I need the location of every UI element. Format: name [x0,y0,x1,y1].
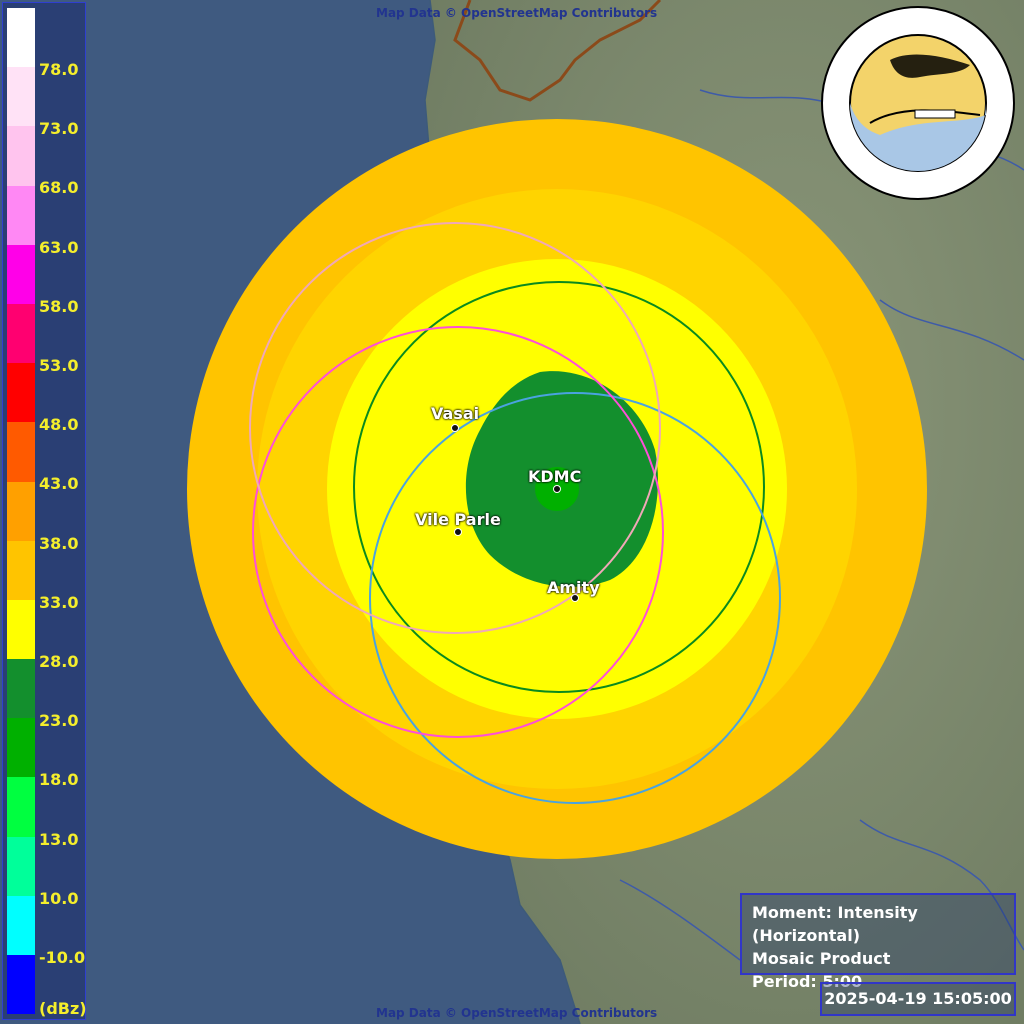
river [879,299,1024,361]
site-marker-amity [571,594,579,602]
legend-color-bar [7,8,35,1015]
legend-swatch [7,67,35,127]
legend-tick-label: 58.0 [39,296,79,316]
site-label-amity: Amity [547,578,600,597]
site-marker-vasai [451,424,459,432]
legend-swatch [7,303,35,364]
legend-swatch [7,8,35,68]
legend-swatch [7,955,35,1015]
legend-swatch [7,540,35,600]
legend-tick-label: 68.0 [39,178,79,198]
legend-unit: (dBz) [39,999,87,1018]
legend-swatch [7,895,35,955]
legend-swatch [7,363,35,423]
legend-swatch [7,836,35,896]
legend-tick-label: 53.0 [39,356,79,375]
iitm-logo [820,5,1016,201]
legend-swatch [7,481,35,541]
legend-tick-label: 28.0 [39,652,79,671]
river [859,819,1024,951]
ring-amity [369,392,781,804]
legend-tick-label: 33.0 [39,592,79,612]
legend-swatch [7,718,35,778]
legend-tick-label: 63.0 [39,237,79,257]
ring-vasai [249,222,661,634]
legend-tick-label: -10.0 [39,948,86,967]
river [619,879,741,961]
site-label-vasai: Vasai [431,404,480,423]
ring-vile-parle [252,326,664,738]
site-marker-kdmc [553,485,561,493]
legend-tick-label: 48.0 [39,415,79,435]
legend-swatch [7,659,35,719]
legend-tick-label: 13.0 [39,829,79,849]
timestamp: 2025-04-19 15:05:00 [820,982,1016,1016]
legend-tick-label: 38.0 [39,533,79,553]
map-credit-bottom: Map Data © OpenStreetMap Contributors [376,1006,658,1020]
legend-swatch [7,185,35,245]
legend-tick-label: 18.0 [39,770,79,790]
moment-text: Moment: Intensity (Horizontal) [752,903,918,945]
legend-tick-label: 43.0 [39,474,79,494]
logo-graphic [821,6,1015,200]
legend-swatch [7,599,35,660]
legend-swatch [7,244,35,304]
legend-tick-label: 73.0 [39,119,79,139]
legend-tick-label: 78.0 [39,60,79,79]
site-marker-vile-parle [454,528,462,536]
ring-kdmc [353,281,765,693]
color-legend: 78.0 73.0 68.0 63.0 58.0 53.0 48.0 43.0 38.0 33.0… [2,2,87,1020]
period-text: Period: 5:00 [752,972,863,991]
site-label-vile-parle: Vile Parle [415,510,501,529]
boundary-line [453,0,662,102]
legend-tick-label: 23.0 [39,711,79,731]
legend-swatch [7,126,35,186]
product-text: Mosaic Product [752,949,891,968]
legend-swatch [7,777,35,837]
site-label-kdmc: KDMC [528,467,582,486]
map-credit-top: Map Data © OpenStreetMap Contributors [376,6,658,20]
legend-tick-label: 10.0 [39,888,79,908]
info-panel: Moment: Intensity (Horizontal) Mosaic Pr… [740,893,1016,991]
legend-swatch [7,422,35,482]
